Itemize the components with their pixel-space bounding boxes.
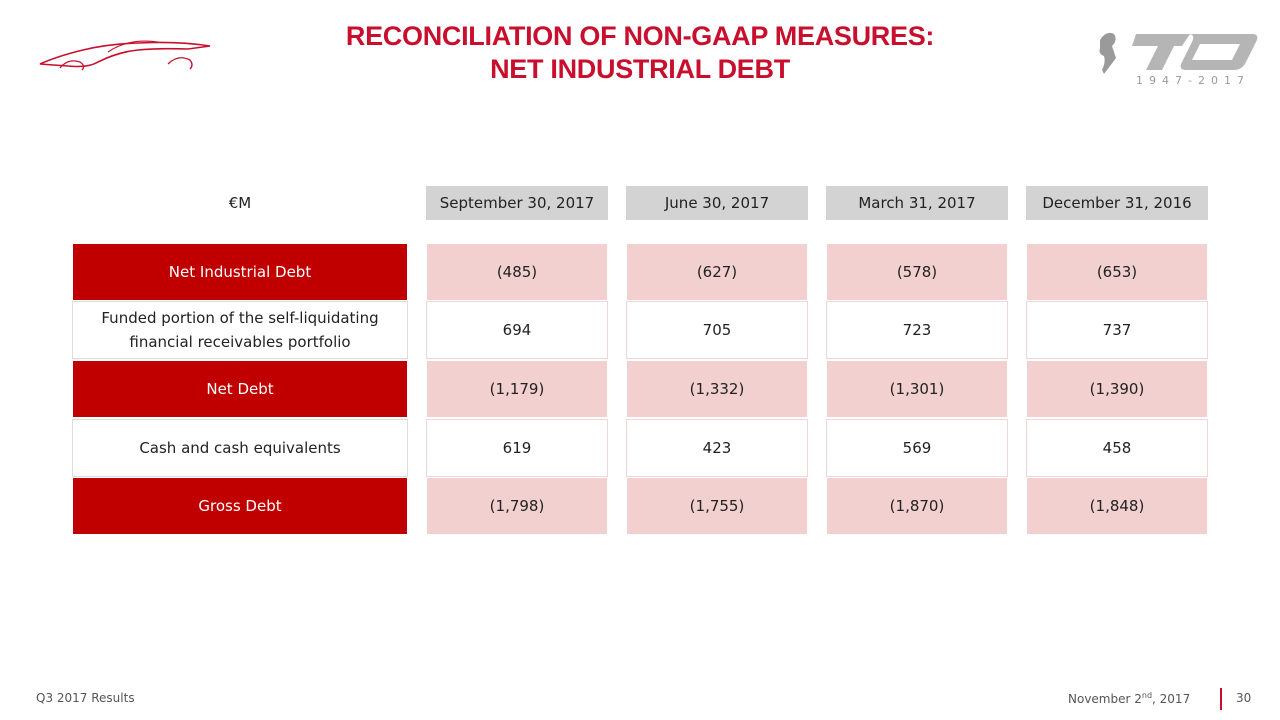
row-label-net-debt: Net Debt [72,360,408,418]
table-cell: 458 [1026,419,1208,477]
table-cell: 423 [626,419,808,477]
table-cell: 705 [626,301,808,359]
table-cell: (578) [826,243,1008,301]
footer-date: November 2nd, 2017 [1068,691,1190,706]
table-cell: 737 [1026,301,1208,359]
table-cell: (485) [426,243,608,301]
table-cell: (1,870) [826,477,1008,535]
table-cell: (1,390) [1026,360,1208,418]
column-header-mar-2017: March 31, 2017 [826,186,1008,220]
table-cell: 569 [826,419,1008,477]
row-label-gross-debt: Gross Debt [72,477,408,535]
table-cell: 723 [826,301,1008,359]
table-cell: (1,332) [626,360,808,418]
table-cell: (1,179) [426,360,608,418]
table-cell: (1,755) [626,477,808,535]
table-cell: 694 [426,301,608,359]
footer-date-suffix: , 2017 [1152,692,1191,706]
ferrari-70-anniversary-logo-icon: 1947-2017 [1099,32,1258,87]
footer-report-title: Q3 2017 Results [36,691,135,705]
row-label-funded-portion: Funded portion of the self-liquidating f… [72,301,408,359]
table-cell: (1,848) [1026,477,1208,535]
table-cell: (653) [1026,243,1208,301]
footer-divider [1220,688,1222,710]
page-number: 30 [1236,691,1252,705]
footer-date-prefix: November 2 [1068,692,1142,706]
footer-date-sup: nd [1141,691,1153,700]
ferrari-car-logo-icon [39,40,211,71]
unit-label: €M [228,194,252,212]
title-line-2: NET INDUSTRIAL DEBT [490,54,790,84]
column-header-jun-2017: June 30, 2017 [626,186,808,220]
table-cell: 619 [426,419,608,477]
page-title: RECONCILIATION OF NON-GAAP MEASURES: NET… [0,20,1280,86]
column-header-sep-2017: September 30, 2017 [426,186,608,220]
anniversary-years-text: 1947-2017 [1136,74,1250,87]
row-label-net-industrial-debt: Net Industrial Debt [72,243,408,301]
table-cell: (1,798) [426,477,608,535]
title-line-1: RECONCILIATION OF NON-GAAP MEASURES: [345,21,935,51]
column-header-dec-2016: December 31, 2016 [1026,186,1208,220]
table-cell: (1,301) [826,360,1008,418]
table-cell: (627) [626,243,808,301]
row-label-cash: Cash and cash equivalents [72,419,408,477]
